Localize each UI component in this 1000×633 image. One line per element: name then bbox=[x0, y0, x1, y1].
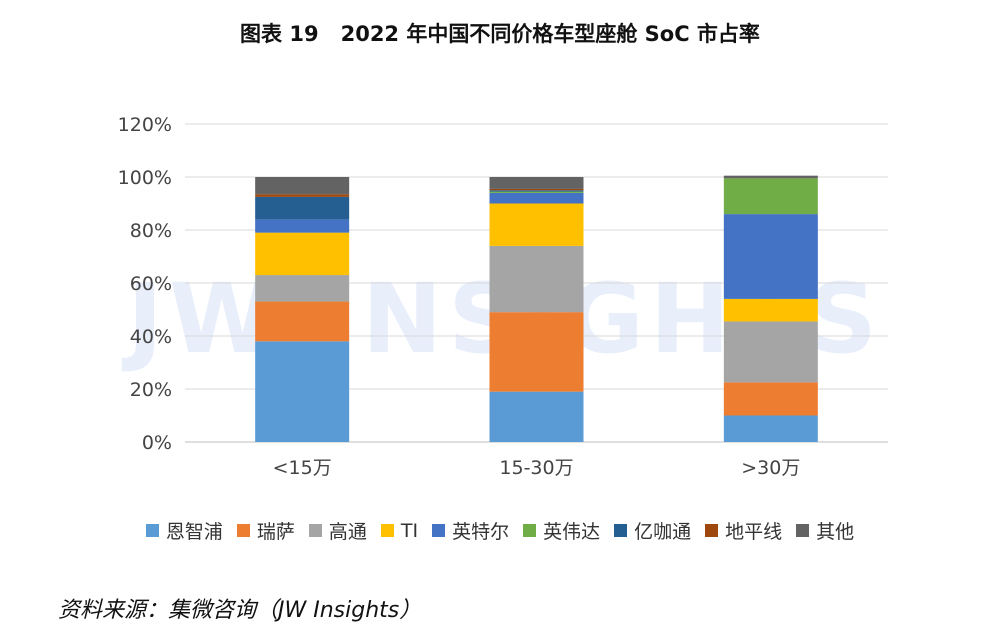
y-tick-label: 20% bbox=[130, 379, 172, 401]
legend-swatch bbox=[145, 524, 159, 537]
x-tick-label: 15-30万 bbox=[499, 457, 573, 479]
figure-number: 图表 19 bbox=[240, 22, 319, 46]
legend-item: 瑞萨 bbox=[236, 517, 295, 544]
legend-label: 英伟达 bbox=[543, 521, 601, 543]
bar-segment bbox=[489, 190, 584, 192]
chart-legend: 恩智浦 瑞萨 高通 TI 英特尔 英伟达 亿咖通 地平线 其他 bbox=[0, 517, 1000, 544]
legend-item: 英特尔 bbox=[432, 517, 509, 544]
bar-segment bbox=[489, 203, 584, 246]
legend-swatch bbox=[796, 524, 810, 537]
bar-segment bbox=[489, 312, 584, 392]
legend-label: 瑞萨 bbox=[256, 521, 295, 543]
bar-segment bbox=[723, 321, 818, 383]
legend-swatch bbox=[236, 524, 250, 537]
bar-segment bbox=[489, 191, 584, 193]
bar-segment bbox=[255, 177, 350, 195]
x-tick-label: <15万 bbox=[273, 457, 332, 479]
bar-segment bbox=[723, 415, 818, 442]
legend-swatch bbox=[308, 524, 322, 537]
bar-segment bbox=[723, 178, 818, 215]
bar-segment bbox=[723, 298, 818, 322]
legend-item: TI bbox=[380, 517, 419, 544]
legend-label: 英特尔 bbox=[452, 521, 510, 543]
y-tick-label: 40% bbox=[130, 326, 172, 348]
legend-item: 恩智浦 bbox=[145, 517, 223, 544]
y-tick-label: 100% bbox=[118, 167, 172, 189]
legend-label: 地平线 bbox=[725, 521, 783, 543]
legend-item: 地平线 bbox=[705, 517, 782, 544]
bar-segment bbox=[255, 196, 350, 220]
legend-label: 恩智浦 bbox=[165, 521, 223, 543]
source-note: 资料来源：集微咨询（JW Insights） bbox=[58, 598, 422, 623]
bar-segment bbox=[255, 219, 350, 233]
x-tick-label: >30万 bbox=[741, 457, 800, 479]
bar-segment bbox=[255, 341, 350, 442]
bar-segment bbox=[489, 391, 584, 442]
bar-segment bbox=[255, 301, 350, 342]
bar-segment bbox=[489, 245, 584, 313]
bar-segment bbox=[255, 194, 350, 197]
y-tick-label: 80% bbox=[130, 220, 172, 242]
figure-title-text: 2022 年中国不同价格车型座舱 SoC 市占率 bbox=[340, 22, 760, 46]
legend-item: 亿咖通 bbox=[614, 517, 691, 544]
legend-item: 其他 bbox=[796, 517, 854, 544]
bar-segment bbox=[489, 188, 584, 191]
legend-swatch bbox=[523, 524, 537, 537]
bar-segment bbox=[489, 192, 584, 204]
y-tick-label: 60% bbox=[130, 273, 172, 295]
bar-segment bbox=[723, 175, 818, 179]
legend-swatch bbox=[432, 524, 446, 537]
legend-swatch bbox=[614, 524, 628, 537]
legend-label: 高通 bbox=[328, 521, 367, 543]
bar-segment bbox=[255, 232, 350, 276]
y-tick-label: 0% bbox=[142, 432, 172, 454]
legend-swatch bbox=[380, 524, 394, 537]
bar-segment bbox=[489, 177, 584, 189]
bar-segment bbox=[723, 382, 818, 416]
bar-segment bbox=[723, 214, 818, 299]
legend-item: 英伟达 bbox=[523, 517, 600, 544]
bar-segment bbox=[255, 275, 350, 302]
legend-label: TI bbox=[400, 519, 419, 542]
legend-item: 高通 bbox=[308, 517, 367, 544]
legend-label: 亿咖通 bbox=[634, 521, 692, 543]
chart-title: 图表 19 2022 年中国不同价格车型座舱 SoC 市占率 bbox=[0, 18, 1000, 48]
legend-swatch bbox=[705, 524, 719, 537]
legend-label: 其他 bbox=[816, 521, 855, 543]
y-tick-label: 120% bbox=[118, 114, 172, 136]
